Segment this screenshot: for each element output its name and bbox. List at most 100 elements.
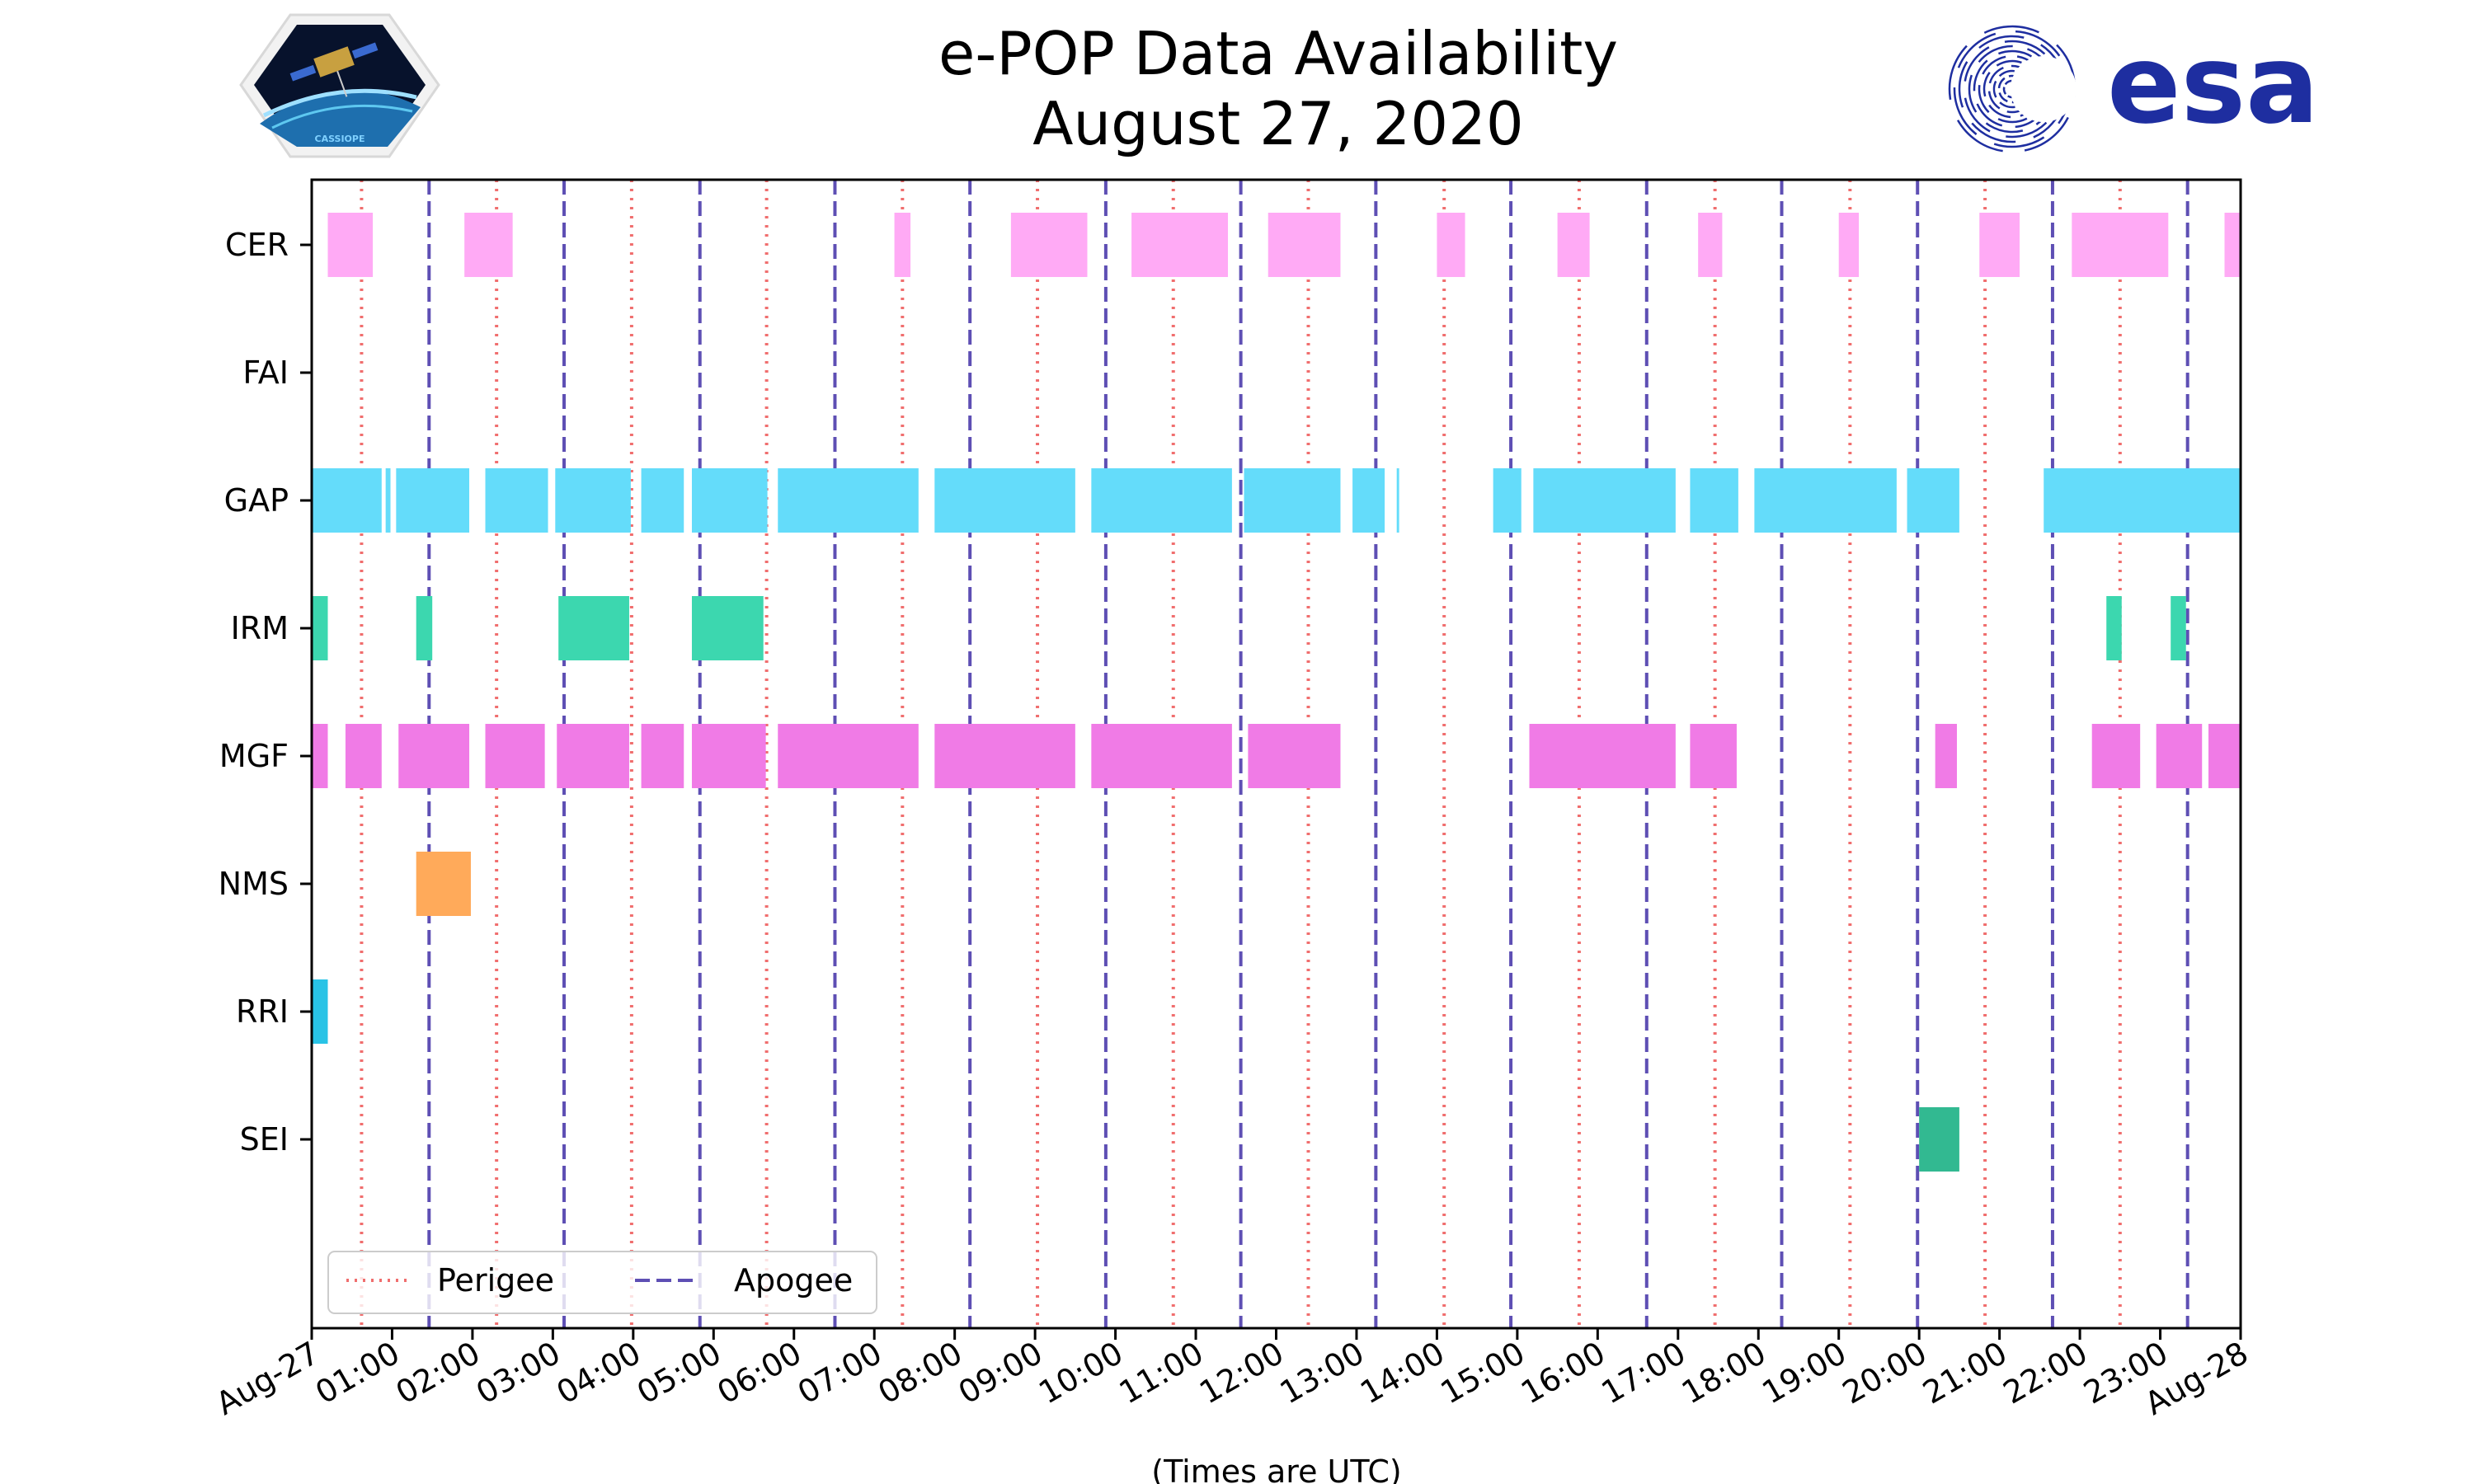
esa-ring [1958,35,2067,143]
bar-mgf [641,724,684,788]
bar-mgf [1529,724,1676,788]
bar-cer [1437,213,1465,277]
x-tick-label: 06:00 [711,1335,807,1411]
y-tick-label: NMS [219,866,289,902]
x-tick-label: 08:00 [872,1335,968,1411]
bar-gap [1091,468,1232,533]
legend-perigee-label: Perigee [437,1262,554,1298]
bar-mgf [345,724,382,788]
x-tick-label: 11:00 [1113,1335,1210,1411]
esa-ring-cutout [2011,56,2077,122]
esa-ring [1963,40,2062,139]
x-tick-label: 21:00 [1917,1335,2013,1411]
x-tick-label: 17:00 [1595,1335,1691,1411]
bar-cer [1838,213,1860,277]
bar-cer [2072,213,2169,277]
bar-mgf [2091,724,2141,788]
bar-mgf [934,724,1075,788]
x-tick-label: 14:00 [1354,1335,1451,1411]
bar-gap [1493,468,1522,533]
bar-cer [1131,213,1229,277]
bar-sei [1919,1107,1959,1172]
bar-gap [934,468,1075,533]
bar-gap [312,468,382,533]
legend: Perigee Apogee [327,1251,877,1314]
bar-gap [691,468,768,533]
legend-box [327,1251,877,1314]
x-tick-label: 09:00 [952,1335,1049,1411]
x-tick-label: 15:00 [1435,1335,1531,1411]
x-axis-label: (Times are UTC) [1151,1453,1401,1484]
bar-cer [327,213,374,277]
y-tick-label: SEI [240,1121,289,1158]
x-tick-label: 07:00 [792,1335,888,1411]
legend-apogee-label: Apogee [734,1262,853,1298]
bar-nms [416,852,471,916]
bar-irm [312,596,328,660]
bar-cer [464,213,513,277]
bar-gap [385,468,391,533]
x-tick-label: 20:00 [1837,1335,1933,1411]
x-tick-label: 13:00 [1274,1335,1371,1411]
bar-cer [1010,213,1088,277]
bar-gap [641,468,684,533]
bar-mgf [1935,724,1957,788]
bar-gap [1396,468,1399,533]
esa-logo: esa [1948,21,2319,153]
bar-irm [558,596,629,660]
x-tick-label: 22:00 [1997,1335,2094,1411]
bar-cer [1698,213,1723,277]
x-tick-label: 12:00 [1193,1335,1290,1411]
bar-rri [312,979,328,1044]
bar-cer [1268,213,1341,277]
bar-mgf [485,724,545,788]
x-tick-label: 03:00 [470,1335,567,1411]
cassiope-logo-text: CASSIOPE [315,134,365,144]
bar-cer [1557,213,1590,277]
bar-gap [1244,468,1341,533]
bar-gap [778,468,919,533]
bar-irm [691,596,764,660]
bar-gap [1907,468,1959,533]
x-tick-label: 05:00 [631,1335,727,1411]
bar-cer [1979,213,2020,277]
y-tick-label: FAI [242,355,289,391]
y-tick-label: MGF [219,738,289,774]
x-tick-label: 02:00 [390,1335,487,1411]
bar-gap [1754,468,1897,533]
bar-gap [396,468,470,533]
bar-mgf [2156,724,2203,788]
bar-mgf [312,724,328,788]
bar-mgf [1091,724,1232,788]
bar-irm [2171,596,2186,660]
x-tick-label: 16:00 [1515,1335,1611,1411]
y-tick-label: CER [225,227,289,263]
chart-subtitle: August 27, 2020 [1032,89,1523,158]
bar-gap [555,468,631,533]
x-tick-label: 19:00 [1756,1335,1852,1411]
x-tick-label: 01:00 [309,1335,406,1411]
bar-irm [416,596,433,660]
bar-gap [1690,468,1738,533]
chart-title: e-POP Data Availability [938,19,1618,88]
bar-mgf [778,724,919,788]
esa-ring [1953,30,2072,148]
cassiope-mission-logo: CASSIOPE [239,13,440,158]
bar-mgf [1248,724,1341,788]
bar-mgf [557,724,629,788]
bar-gap [485,468,548,533]
x-tick-label: 04:00 [550,1335,647,1411]
x-tick-label: 18:00 [1676,1335,1772,1411]
x-tick-label: 10:00 [1032,1335,1129,1411]
bar-gap [1533,468,1676,533]
y-tick-label: IRM [231,610,289,646]
axes-frame [310,178,2242,1330]
bar-cer [894,213,911,277]
bar-irm [2106,596,2122,660]
y-tick-label: RRI [236,993,289,1030]
bar-mgf [398,724,470,788]
esa-logo-text: esa [2107,21,2319,148]
bar-mgf [691,724,766,788]
bar-gap [1352,468,1385,533]
